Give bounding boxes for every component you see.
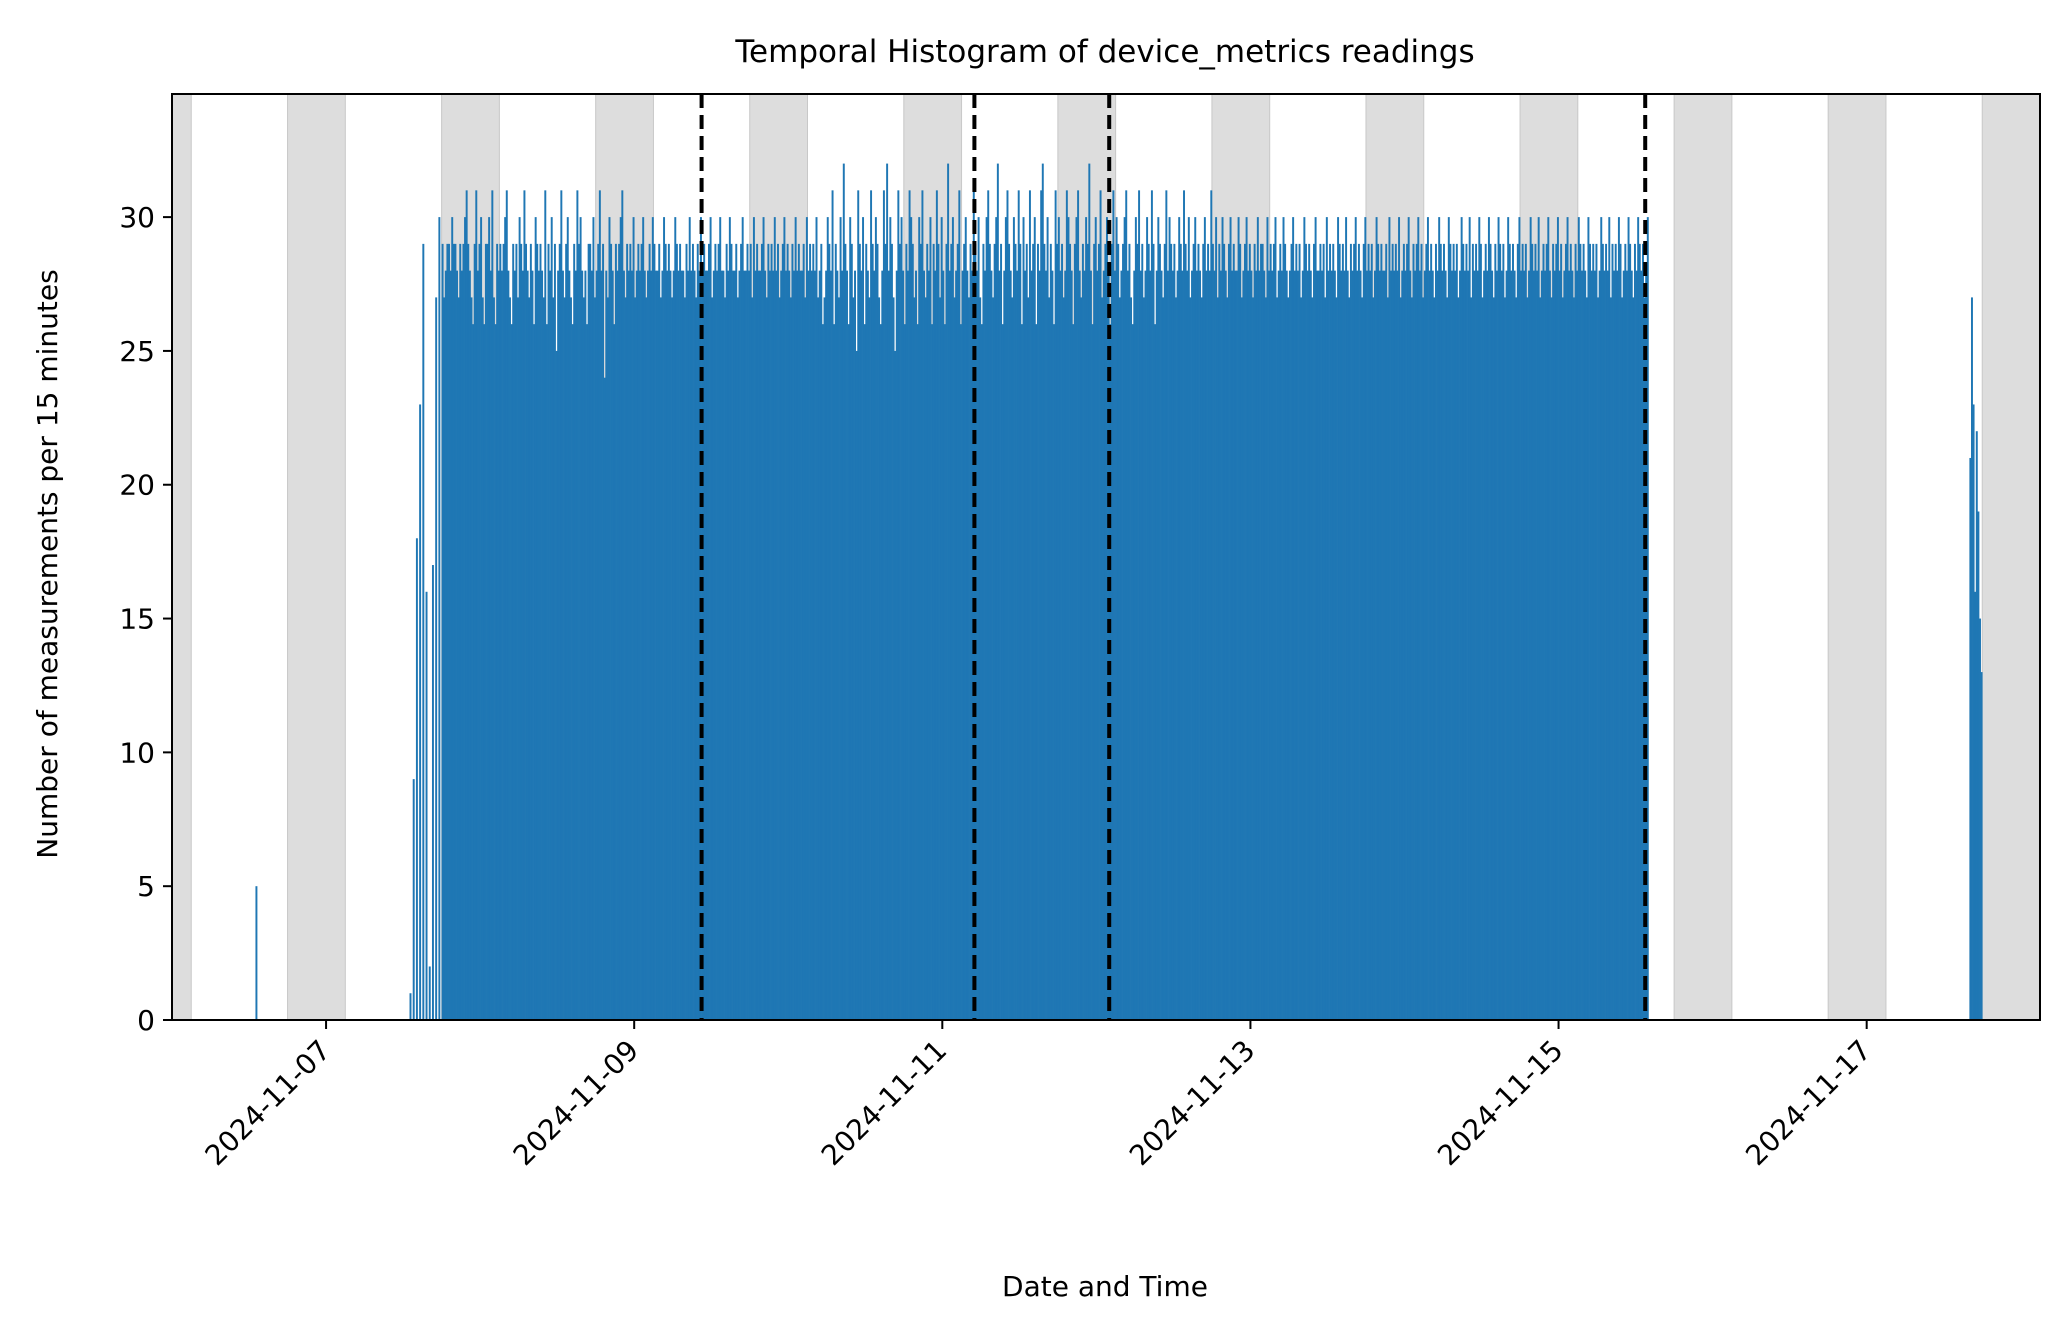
y-tick-label: 0 xyxy=(137,1004,155,1037)
y-tick-label: 5 xyxy=(137,870,155,903)
histogram-bar xyxy=(416,538,418,1020)
y-tick-label: 25 xyxy=(119,335,155,368)
shaded-period xyxy=(1982,94,2040,1020)
histogram-bar xyxy=(413,779,415,1020)
y-axis-label: Number of measurements per 15 minutes xyxy=(31,269,64,858)
histogram-bar xyxy=(426,592,428,1020)
histogram-bar xyxy=(255,886,257,1020)
shaded-period xyxy=(1674,94,1732,1020)
histogram-bar xyxy=(435,297,437,1020)
histogram-bar xyxy=(432,565,434,1020)
y-tick-label: 20 xyxy=(119,469,155,502)
y-tick-label: 15 xyxy=(119,603,155,636)
y-tick-label: 10 xyxy=(119,736,155,769)
histogram-bar xyxy=(1981,672,1983,1020)
x-axis-label: Date and Time xyxy=(1002,1270,1208,1303)
shaded-period xyxy=(172,94,191,1020)
histogram-bar xyxy=(429,966,431,1020)
histogram-bar xyxy=(422,244,424,1020)
y-tick-label: 30 xyxy=(119,201,155,234)
shaded-period xyxy=(1828,94,1886,1020)
shaded-period xyxy=(288,94,346,1020)
histogram-bar xyxy=(438,217,440,1020)
chart-title: Temporal Histogram of device_metrics rea… xyxy=(734,34,1474,70)
histogram-bar xyxy=(410,993,412,1020)
histogram-bar xyxy=(419,404,421,1020)
